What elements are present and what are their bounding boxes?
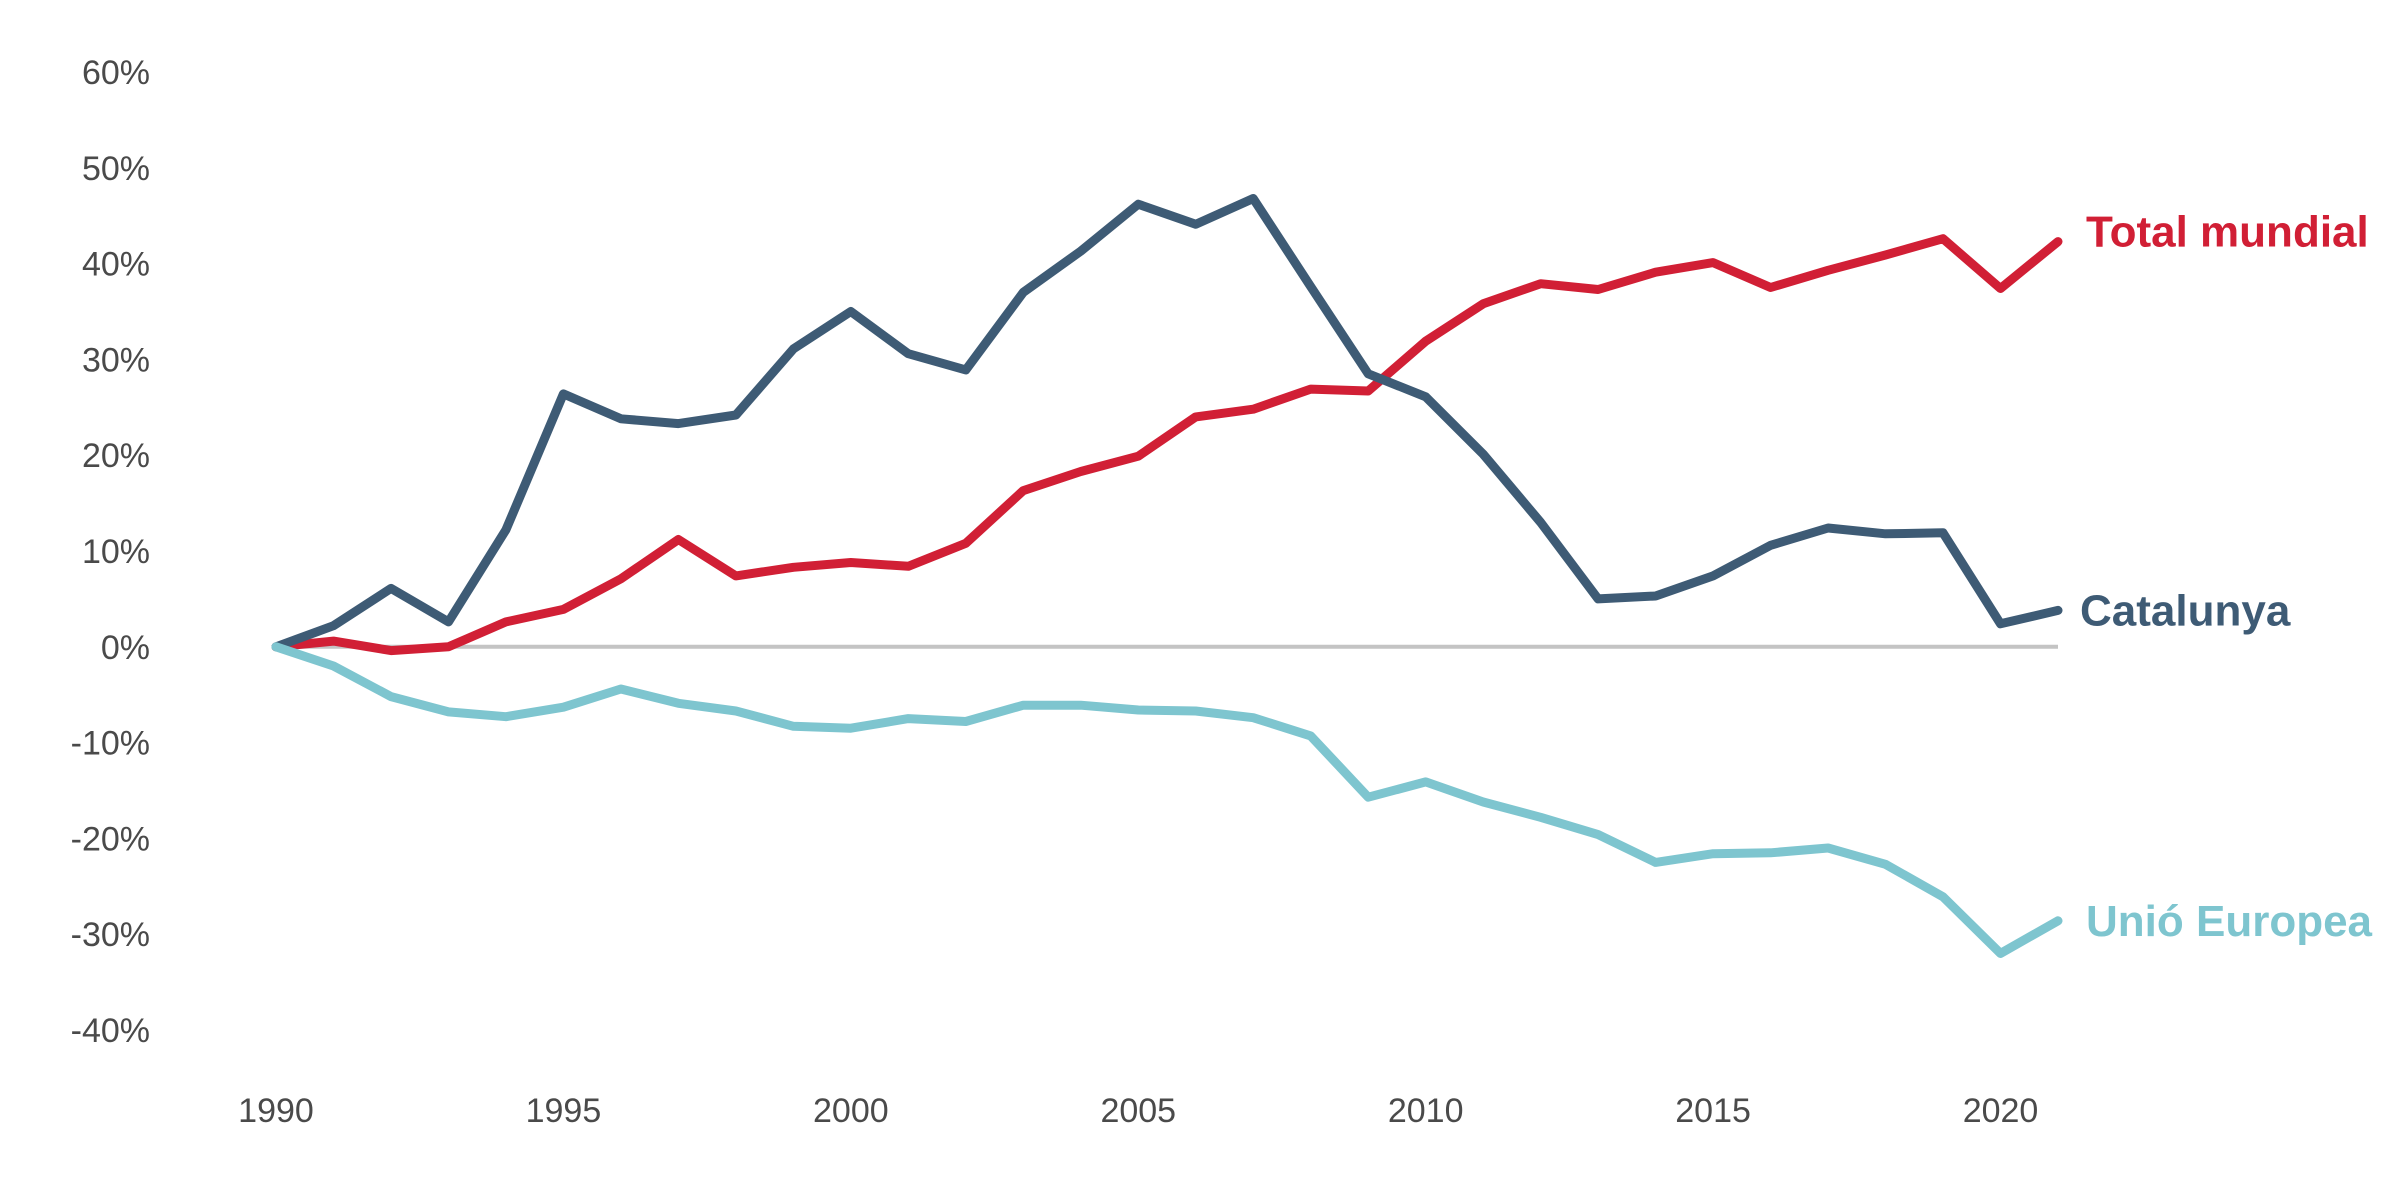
x-axis-tick-labels: 1990 1995 2000 2005 2010 2015 2020 <box>238 1092 2038 1130</box>
y-tick-label: -20% <box>71 820 150 858</box>
y-tick-label: 50% <box>82 150 150 188</box>
series-lines <box>271 194 2063 958</box>
y-axis-tick-labels: 60% 50% 40% 30% 20% 10% 0% -10% -20% -30% -40% <box>71 54 150 1050</box>
y-tick-label: 0% <box>101 629 150 667</box>
x-tick-label: 1995 <box>526 1092 602 1130</box>
x-tick-label: 1990 <box>238 1092 314 1130</box>
y-tick-label: 60% <box>82 54 150 92</box>
y-tick-label: 20% <box>82 437 150 475</box>
series-line-unio-europea <box>271 642 2063 958</box>
x-tick-label: 2005 <box>1100 1092 1176 1130</box>
series-label-unio-europea: Unió Europea <box>2086 897 2373 946</box>
y-tick-label: 10% <box>82 533 150 571</box>
series-line-catalunya <box>271 194 2063 652</box>
series-line-total-mundial <box>271 234 2063 656</box>
y-tick-label: -30% <box>71 916 150 954</box>
y-tick-label: -40% <box>71 1012 150 1050</box>
y-tick-label: 30% <box>82 341 150 379</box>
x-tick-label: 2010 <box>1388 1092 1464 1130</box>
series-label-catalunya: Catalunya <box>2080 586 2291 635</box>
series-label-total-mundial: Total mundial <box>2086 208 2369 257</box>
y-tick-label: 40% <box>82 246 150 284</box>
x-tick-label: 2015 <box>1675 1092 1751 1130</box>
x-tick-label: 2020 <box>1963 1092 2039 1130</box>
y-tick-label: -10% <box>71 725 150 763</box>
series-labels: Total mundial Catalunya Unió Europea <box>2080 208 2373 946</box>
x-tick-label: 2000 <box>813 1092 889 1130</box>
